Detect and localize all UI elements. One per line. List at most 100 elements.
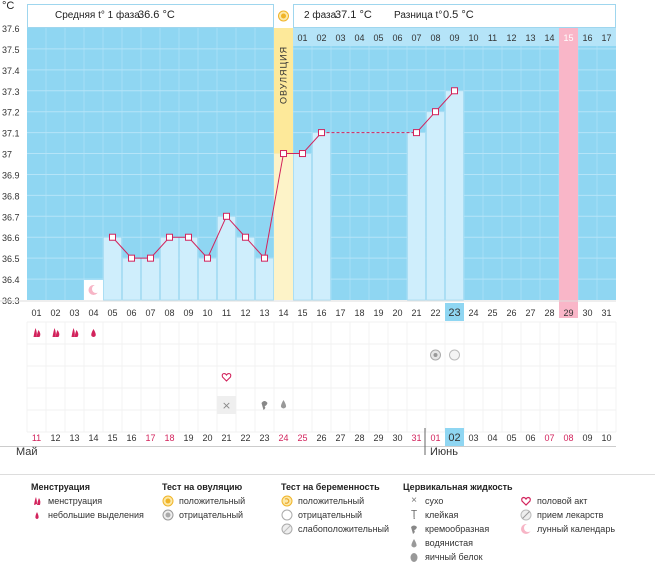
diff-value: 0.5 °C: [443, 9, 474, 21]
calendar-date-label: 09: [582, 433, 592, 443]
legend-title-pregnancy-test: Тест на беременность: [281, 482, 380, 492]
moon-icon: [84, 280, 103, 300]
watery-icon: [280, 400, 287, 409]
calendar-date-label: 30: [392, 433, 402, 443]
calendar-date-label: 29: [373, 433, 383, 443]
temp-point: [280, 150, 287, 158]
calendar-date-label: 02: [448, 432, 460, 444]
y-tick-label: 36.9: [2, 170, 20, 180]
cycle-day-label: 17: [335, 308, 345, 318]
cycle-day-label: 09: [183, 308, 193, 318]
calendar-date-label: 15: [107, 433, 117, 443]
phase2-day-label: 09: [449, 33, 459, 43]
creamy-icon: [261, 401, 268, 410]
phase2-day-label: 11: [488, 33, 497, 43]
pregnancy-negative-icon: [281, 509, 293, 521]
y-tick-label: 36.7: [2, 212, 20, 222]
phase2-day-label: 08: [430, 33, 440, 43]
preg-weak-dot: [433, 353, 438, 357]
temp-bar: [198, 257, 217, 301]
month-label-may: Май: [16, 446, 38, 458]
heart-icon: [521, 496, 531, 506]
phase2-label: 2 фаза: [304, 10, 337, 21]
menstruation-icon: [71, 328, 79, 337]
cycle-day-label: 04: [88, 308, 98, 318]
calendar-date-label: 05: [506, 433, 516, 443]
phase2-day-label: 14: [544, 33, 554, 43]
calendar-date-label: 07: [544, 433, 554, 443]
temp-point: [204, 254, 211, 262]
calendar-date-label: 10: [601, 433, 611, 443]
dry-cell: [217, 396, 236, 414]
temp-line-segment: [264, 153, 284, 259]
cycle-day-label: 06: [126, 308, 136, 318]
phase2-day-label: 03: [335, 33, 345, 43]
calendar-date-label: 31: [411, 433, 421, 443]
temp-bar: [236, 236, 255, 301]
cycle-day-label: 27: [525, 308, 535, 318]
temp-point: [128, 254, 135, 262]
phase1-label: Средняя t° 1 фаза: [55, 10, 140, 21]
cycle-day-label: 02: [50, 308, 60, 318]
spotting-icon: [91, 329, 96, 337]
calendar-date-label: 03: [468, 433, 478, 443]
cycle-day-label: 14: [278, 308, 288, 318]
cycle-day-label: 20: [392, 308, 402, 318]
temp-bar: [179, 236, 198, 301]
cycle-day-label: 15: [297, 308, 307, 318]
phase2-day-label: 01: [297, 33, 307, 43]
calendar-date-label: 01: [430, 433, 440, 443]
menstruation-icon: [33, 328, 41, 337]
y-tick-label: 37: [2, 150, 12, 160]
temp-point: [261, 254, 268, 262]
y-tick-label: 37.1: [2, 129, 20, 139]
y-tick-label: 37.6: [2, 24, 20, 34]
calendar-date-label: 14: [88, 433, 98, 443]
phase2-day-label: 16: [582, 33, 592, 43]
header-box-phase1: [27, 4, 274, 28]
ovulation-label: ОВУЛЯЦИЯ: [279, 46, 289, 104]
unit-label: °C: [2, 0, 15, 12]
cycle-day-label: 01: [31, 308, 41, 318]
month-label-june: Июнь: [430, 446, 458, 458]
pink-day-column: [559, 28, 578, 318]
phase2-day-label: 17: [601, 33, 611, 43]
temp-point: [185, 233, 192, 241]
cycle-day-label: 23: [448, 307, 460, 319]
y-tick-label: 36.4: [2, 275, 20, 285]
moon-cut: [92, 285, 100, 293]
menstruation-icon-right: [36, 330, 41, 337]
menstruation-icon: [52, 328, 60, 337]
ovulation-negative-icon: [162, 509, 174, 521]
temp-point: [451, 87, 458, 95]
calendar-date-label: 24: [278, 433, 288, 443]
calendar-date-label: 13: [69, 433, 79, 443]
calendar-date-label: 26: [316, 433, 326, 443]
ovulation-sun-inner: [281, 13, 286, 19]
spotting-icon: [35, 512, 39, 519]
calendar-date-label: 25: [297, 433, 307, 443]
cycle-day-label: 05: [107, 308, 117, 318]
calendar-date-label: 23: [259, 433, 269, 443]
temp-bar: [407, 132, 426, 301]
ovulation-positive-icon: [162, 495, 174, 507]
phase1-value: 36.6 °C: [138, 9, 175, 21]
creamy-icon: [411, 525, 417, 534]
temp-point: [432, 108, 439, 116]
spotting-icon-shape: [91, 329, 96, 337]
dry-icon: ×: [411, 495, 417, 506]
calendar-date-label: 06: [525, 433, 535, 443]
temp-bar: [122, 257, 141, 301]
temp-point: [413, 129, 420, 137]
phase2-day-label: 06: [392, 33, 402, 43]
cycle-day-label: 07: [145, 308, 155, 318]
cycle-day-label: 22: [430, 308, 440, 318]
phase2-day-label: 10: [468, 33, 478, 43]
pregnancy-negative-icon: [449, 349, 460, 361]
preg-neg-disc: [449, 349, 460, 361]
phase2-day-label: 12: [506, 33, 516, 43]
ovulation-column: [274, 28, 293, 154]
cycle-day-label: 16: [316, 308, 326, 318]
temp-point: [166, 233, 173, 241]
temp-point: [299, 150, 306, 158]
